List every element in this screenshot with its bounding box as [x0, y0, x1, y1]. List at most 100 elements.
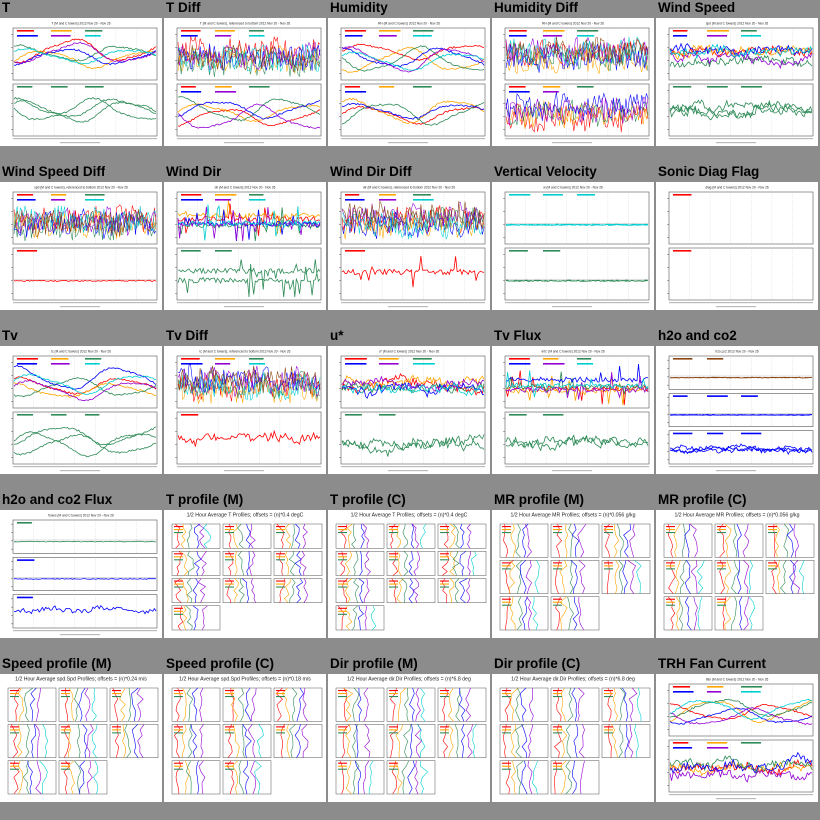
tile-title[interactable]: Speed profile (C) [166, 656, 275, 671]
tile-h2o-and-co2-flux[interactable]: h2o and co2 Flux fluxes (M and C towers) … [0, 492, 164, 656]
tile-sonic-diag-flag[interactable]: Sonic Diag Flag diag (M and C towers) 201… [656, 164, 820, 328]
tile-title[interactable]: Wind Speed Diff [2, 164, 106, 179]
plot-thumbnail-vertical-velocity[interactable]: w (M and C towers) 2012 Nov 20 - Nov 26 [492, 182, 654, 310]
tile-mr-profile-m[interactable]: MR profile (M) 1/2 Hour Average MR Profil… [492, 492, 656, 656]
tile-title[interactable]: Vertical Velocity [494, 164, 597, 179]
legend-entry [174, 726, 183, 728]
plot-thumbnail-t-profile-c[interactable]: 1/2 Hour Average T Profiles; offsets = (… [328, 510, 490, 638]
legend-entry [502, 762, 511, 764]
legend-entry [174, 586, 183, 588]
plot-thumbnail-sonic-diag-flag[interactable]: diag (M and C towers) 2012 Nov 20 - Nov … [656, 182, 818, 310]
plot-thumbnail-wind-dir[interactable]: dir (M and C towers) 2012 Nov 20 - Nov 2… [164, 182, 326, 310]
tile-title[interactable]: Humidity Diff [494, 0, 578, 15]
tile-title[interactable]: Wind Speed [658, 0, 736, 15]
plot-thumbnail-tv-flux[interactable]: w'tc' (M and C towers) 2012 Nov 20 - Nov… [492, 346, 654, 474]
tile-title[interactable]: Speed profile (M) [2, 656, 112, 671]
legend-entry [502, 768, 511, 770]
plot-thumbnail-h2o-and-co2[interactable]: h2o,co2 2012 Nov 20 - Nov 26 [656, 346, 818, 474]
plot-thumbnail-t-profile-m[interactable]: 1/2 Hour Average T Profiles; offsets = (… [164, 510, 326, 638]
tile-vertical-velocity[interactable]: Vertical Velocity w (M and C towers) 2012… [492, 164, 656, 328]
tile-t-profile-c[interactable]: T profile (C) 1/2 Hour Average T Profiles… [328, 492, 492, 656]
legend-entry [215, 250, 232, 252]
tile-title[interactable]: Tv Diff [166, 328, 208, 343]
tile-title[interactable]: T [2, 0, 11, 15]
legend-entry [249, 358, 264, 360]
plot-thumbnail-u-star[interactable]: u* (M and C towers) 2012 Nov 20 - Nov 26 [328, 346, 490, 474]
legend-entry [440, 559, 449, 561]
profile-line [690, 560, 698, 594]
tile-speed-profile-c[interactable]: Speed profile (C) 1/2 Hour Average spd.Sp… [164, 656, 328, 820]
tile-t-diff[interactable]: T Diff T (M and C towers), referenced to … [164, 0, 328, 164]
tile-title[interactable]: Tv Flux [494, 328, 542, 343]
plot-thumbnail-humidity-diff[interactable]: RH (M and C towers) 2012 Nov 20 - Nov 26 [492, 18, 654, 146]
legend-entry [604, 732, 613, 734]
tile-t[interactable]: T T (M and C towers) 2012 Nov 20 - Nov 26 [0, 0, 164, 164]
legend-entry [10, 732, 19, 734]
profile-line [279, 578, 286, 603]
tile-title[interactable]: MR profile (C) [658, 492, 747, 507]
tile-tv[interactable]: Tv tc (M and C towers) 2012 Nov 20 - Nov … [0, 328, 164, 492]
legend-entry [604, 562, 613, 564]
tile-tv-flux[interactable]: Tv Flux w'tc' (M and C towers) 2012 Nov 2… [492, 328, 656, 492]
tile-wind-dir-diff[interactable]: Wind Dir Diff dir (M and C towers), refer… [328, 164, 492, 328]
tile-speed-profile-m[interactable]: Speed profile (M) 1/2 Hour Average spd.Sp… [0, 656, 164, 820]
tile-t-profile-m[interactable]: T profile (M) 1/2 Hour Average T Profiles… [164, 492, 328, 656]
plot-thumbnail-mr-profile-c[interactable]: 1/2 Hour Average MR Profiles; offsets = … [656, 510, 818, 638]
plot-thumbnail-wind-speed[interactable]: spd (M and C towers) 2012 Nov 20 - Nov 2… [656, 18, 818, 146]
tile-wind-speed[interactable]: Wind Speed spd (M and C towers) 2012 Nov … [656, 0, 820, 164]
plot-thumbnail-speed-profile-c[interactable]: 1/2 Hour Average spd.Spd Profiles; offse… [164, 674, 326, 802]
tile-dir-profile-m[interactable]: Dir profile (M) 1/2 Hour Average dir.Dir … [328, 656, 492, 820]
plot-thumbnail-speed-profile-m[interactable]: 1/2 Hour Average spd.Spd Profiles; offse… [0, 674, 162, 802]
tile-title[interactable]: MR profile (M) [494, 492, 584, 507]
profile-line [532, 596, 539, 631]
plot-thumbnail-dir-profile-m[interactable]: 1/2 Hour Average dir.Dir Profiles; offse… [328, 674, 490, 802]
plot-thumbnail-t[interactable]: T (M and C towers) 2012 Nov 20 - Nov 26 [0, 18, 162, 146]
profile-line [454, 578, 460, 603]
tile-wind-dir[interactable]: Wind Dir dir (M and C towers) 2012 Nov 20… [164, 164, 328, 328]
plot-thumbnail-t-diff[interactable]: T (M and C towers), referenced to bottom… [164, 18, 326, 146]
profile-line [74, 760, 82, 795]
tile-title[interactable]: h2o and co2 Flux [2, 492, 113, 507]
tile-title[interactable]: Humidity [330, 0, 388, 15]
tile-title[interactable]: T profile (C) [330, 492, 406, 507]
tile-h2o-and-co2[interactable]: h2o and co2 h2o,co2 2012 Nov 20 - Nov 26 [656, 328, 820, 492]
tile-mr-profile-c[interactable]: MR profile (C) 1/2 Hour Average MR Profil… [656, 492, 820, 656]
plot-thumbnail-wind-speed-diff[interactable]: spd (M and C towers), referenced to bott… [0, 182, 162, 310]
plot-thumbnail-mr-profile-m[interactable]: 1/2 Hour Average MR Profiles; offsets = … [492, 510, 654, 638]
tile-title[interactable]: Tv [2, 328, 18, 343]
tile-trh-fan-current[interactable]: TRH Fan Current Ifan (M and C towers) 201… [656, 656, 820, 820]
legend-entry [276, 526, 285, 528]
profile-line [300, 551, 307, 576]
tile-title[interactable]: Wind Dir [166, 164, 222, 179]
plot-thumbnail-trh-fan-current[interactable]: Ifan (M and C towers) 2012 Nov 20 - Nov … [656, 674, 818, 802]
plot-thumbnail-tv-diff[interactable]: tc (M and C towers), referenced to botto… [164, 346, 326, 474]
tile-title[interactable]: T Diff [166, 0, 201, 15]
tile-humidity-diff[interactable]: Humidity Diff RH (M and C towers) 2012 No… [492, 0, 656, 164]
legend-entry [10, 690, 19, 692]
plot-panel [12, 557, 158, 591]
plot-thumbnail-humidity[interactable]: RH (M and C towers) 2012 Nov 20 - Nov 26 [328, 18, 490, 146]
tile-title[interactable]: Dir profile (C) [494, 656, 581, 671]
plot-thumbnail-h2o-and-co2-flux[interactable]: fluxes (M and C towers) 2012 Nov 20 - No… [0, 510, 162, 638]
tile-title[interactable]: T profile (M) [166, 492, 244, 507]
plot-image: T (M and C towers) 2012 Nov 20 - Nov 26 [11, 22, 158, 144]
tile-title[interactable]: Sonic Diag Flag [658, 164, 760, 179]
series-line [341, 43, 485, 61]
legend-entry [181, 414, 199, 416]
tile-title[interactable]: Dir profile (M) [330, 656, 418, 671]
tile-u-star[interactable]: u* u* (M and C towers) 2012 Nov 20 - Nov … [328, 328, 492, 492]
profile-line [391, 578, 397, 603]
tile-title[interactable]: h2o and co2 [658, 328, 737, 343]
plot-thumbnail-tv[interactable]: tc (M and C towers) 2012 Nov 20 - Nov 26 [0, 346, 162, 474]
profile-line [622, 687, 629, 722]
tile-title[interactable]: TRH Fan Current [658, 656, 766, 671]
tile-wind-speed-diff[interactable]: Wind Speed Diff spd (M and C towers), ref… [0, 164, 164, 328]
profile-line [516, 596, 523, 631]
tile-title[interactable]: Wind Dir Diff [330, 164, 412, 179]
tile-dir-profile-c[interactable]: Dir profile (C) 1/2 Hour Average dir.Dir … [492, 656, 656, 820]
plot-thumbnail-wind-dir-diff[interactable]: dir (M and C towers), referenced to bott… [328, 182, 490, 310]
tile-tv-diff[interactable]: Tv Diff tc (M and C towers), referenced t… [164, 328, 328, 492]
tile-title[interactable]: u* [330, 328, 344, 343]
plot-thumbnail-dir-profile-c[interactable]: 1/2 Hour Average dir.Dir Profiles; offse… [492, 674, 654, 802]
tile-humidity[interactable]: Humidity RH (M and C towers) 2012 Nov 20 … [328, 0, 492, 164]
